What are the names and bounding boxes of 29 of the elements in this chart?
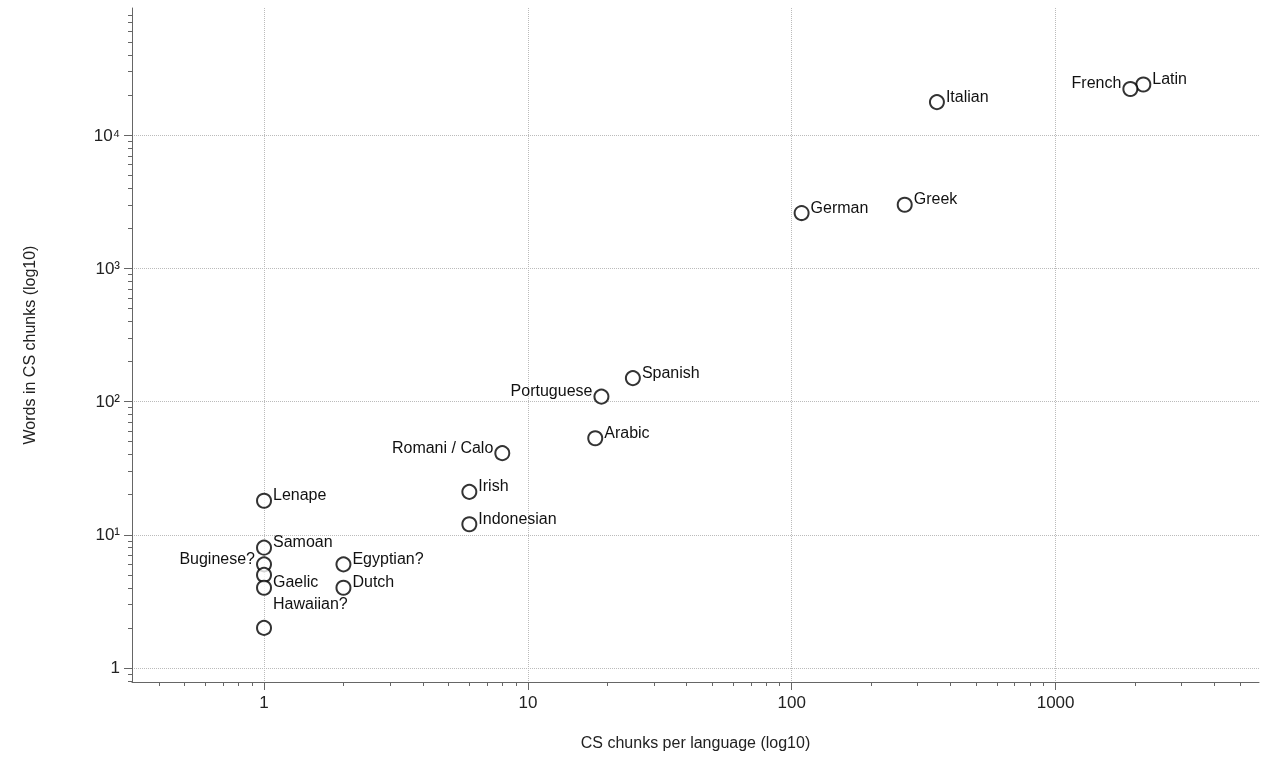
annotation: Italian (945, 87, 989, 105)
annotation: Egyptian? (352, 549, 424, 567)
annotation: Irish (478, 477, 509, 495)
annotation: Spanish (641, 363, 700, 381)
y-axis-title: Words in CS chunks (log10) (20, 245, 38, 445)
y-tick-label: 10³ (95, 258, 121, 278)
y-tick-label: 10¹ (95, 525, 121, 545)
annotation: Lenape (273, 486, 327, 504)
y-tick-label: 10² (95, 392, 121, 412)
y-tick-label: 10⁴ (93, 125, 120, 145)
annotation: Romani / Calo (391, 438, 494, 456)
y-tick-label: 1 (110, 658, 120, 678)
annotation: Portuguese (510, 382, 593, 400)
annotation: Buginese? (179, 549, 256, 567)
annotation: Hawaiian? (273, 595, 348, 613)
annotation: Arabic (604, 423, 650, 441)
annotation: Samoan (273, 533, 333, 551)
x-tick-label: 1000 (1036, 693, 1075, 712)
annotation: French (1071, 74, 1122, 92)
x-axis-title: CS chunks per language (log10) (580, 733, 811, 751)
annotation: Gaelic (273, 573, 319, 591)
x-tick-label: 100 (777, 693, 806, 712)
x-tick-label: 1 (259, 693, 269, 712)
annotation: Indonesian (478, 509, 557, 527)
annotation: Greek (913, 190, 959, 208)
x-tick-label: 10 (518, 693, 538, 712)
annotation: German (810, 198, 869, 216)
annotation: Dutch (352, 573, 395, 591)
annotation: Latin (1152, 69, 1188, 87)
